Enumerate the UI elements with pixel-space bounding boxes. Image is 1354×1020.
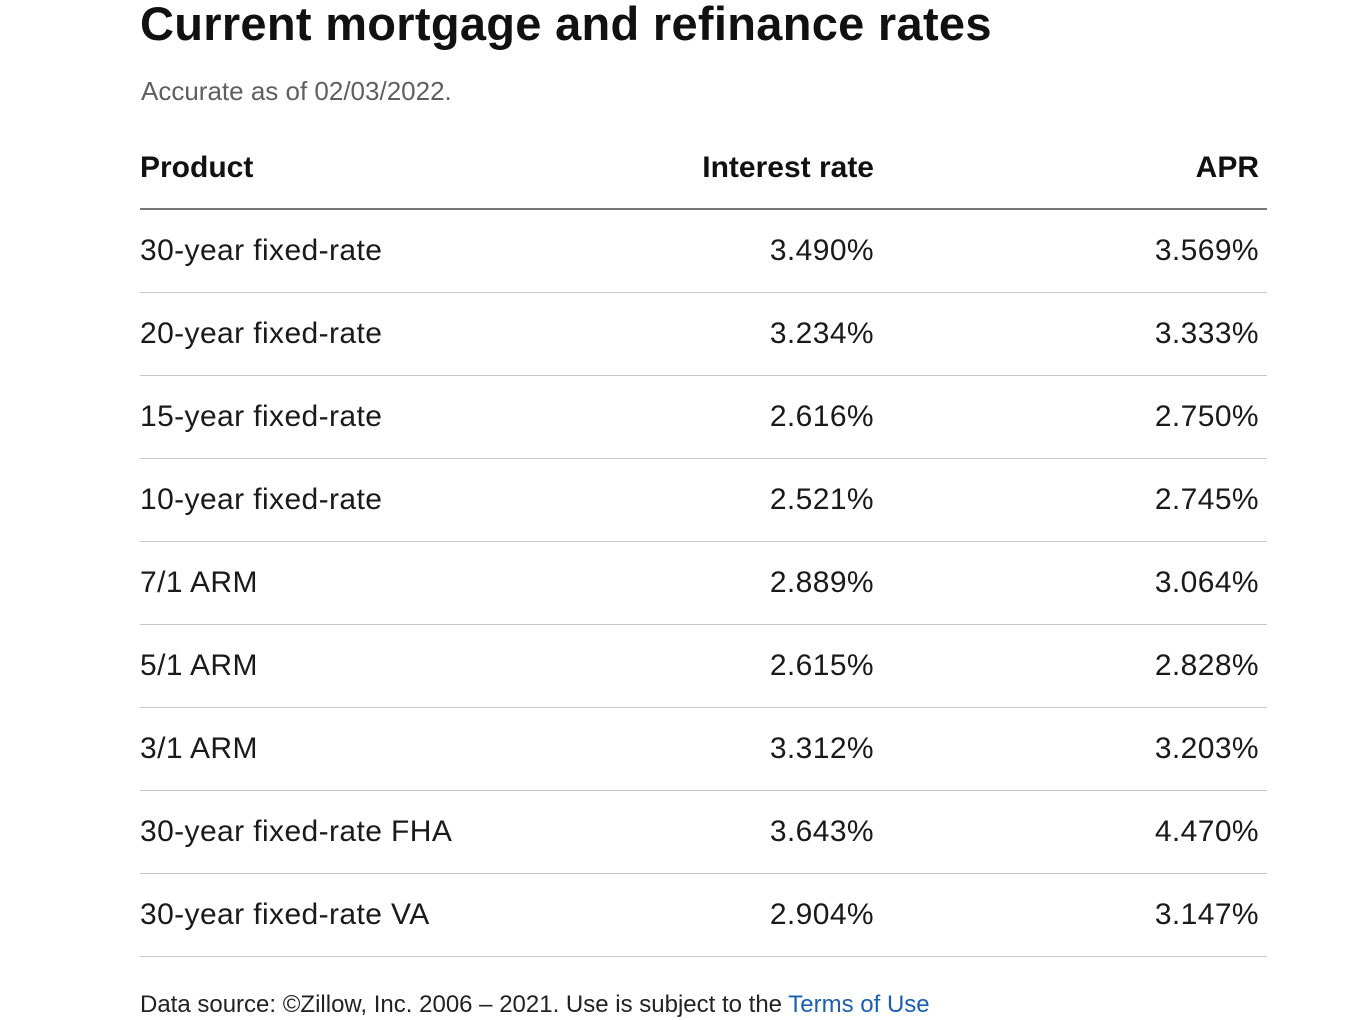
apr-cell: 3.569% bbox=[874, 209, 1267, 293]
table-row: 5/1 ARM 2.615% 2.828% bbox=[140, 624, 1267, 708]
interest-rate-cell: 3.490% bbox=[570, 209, 874, 293]
apr-cell: 2.828% bbox=[874, 624, 1267, 708]
product-cell: 3/1 ARM bbox=[140, 707, 570, 791]
column-header-product: Product bbox=[140, 127, 570, 210]
interest-rate-cell: 2.889% bbox=[570, 541, 874, 625]
table-row: 30-year fixed-rate FHA 3.643% 4.470% bbox=[140, 790, 1267, 874]
apr-cell: 2.745% bbox=[874, 458, 1267, 542]
product-cell: 15-year fixed-rate bbox=[140, 375, 570, 459]
apr-cell: 2.750% bbox=[874, 375, 1267, 459]
table-row: 30-year fixed-rate 3.490% 3.569% bbox=[140, 209, 1267, 293]
product-cell: 5/1 ARM bbox=[140, 624, 570, 708]
product-cell: 20-year fixed-rate bbox=[140, 292, 570, 376]
data-source-text: Data source: ©Zillow, Inc. 2006 – 2021. … bbox=[140, 991, 789, 1018]
product-cell: 7/1 ARM bbox=[140, 541, 570, 625]
table-row: 7/1 ARM 2.889% 3.064% bbox=[140, 541, 1267, 625]
interest-rate-cell: 2.615% bbox=[570, 624, 874, 708]
header-row: Product Interest rate APR bbox=[140, 127, 1267, 210]
page-title: Current mortgage and refinance rates bbox=[140, 0, 992, 50]
product-cell: 30-year fixed-rate bbox=[140, 209, 570, 293]
apr-cell: 3.333% bbox=[874, 292, 1267, 376]
table-row: 15-year fixed-rate 2.616% 2.750% bbox=[140, 375, 1267, 459]
product-cell: 30-year fixed-rate VA bbox=[140, 873, 570, 957]
interest-rate-cell: 3.643% bbox=[570, 790, 874, 874]
apr-cell: 3.147% bbox=[874, 873, 1267, 957]
product-cell: 30-year fixed-rate FHA bbox=[140, 790, 570, 874]
interest-rate-cell: 3.312% bbox=[570, 707, 874, 791]
apr-cell: 3.203% bbox=[874, 707, 1267, 791]
apr-cell: 4.470% bbox=[874, 790, 1267, 874]
table-row: 10-year fixed-rate 2.521% 2.745% bbox=[140, 458, 1267, 542]
column-header-apr: APR bbox=[874, 127, 1267, 210]
interest-rate-cell: 2.616% bbox=[570, 375, 874, 459]
interest-rate-cell: 2.521% bbox=[570, 458, 874, 542]
table-row: 3/1 ARM 3.312% 3.203% bbox=[140, 707, 1267, 791]
terms-of-use-link[interactable]: Terms of Use bbox=[788, 991, 930, 1018]
product-cell: 10-year fixed-rate bbox=[140, 458, 570, 542]
table-row: 20-year fixed-rate 3.234% 3.333% bbox=[140, 292, 1267, 376]
column-header-interest-rate: Interest rate bbox=[570, 127, 874, 210]
table-row: 30-year fixed-rate VA 2.904% 3.147% bbox=[140, 873, 1267, 957]
rates-table: Product Interest rate APR 30-year fixed-… bbox=[140, 127, 1267, 957]
interest-rate-cell: 3.234% bbox=[570, 292, 874, 376]
apr-cell: 3.064% bbox=[874, 541, 1267, 625]
rates-table-header: Product Interest rate APR bbox=[140, 127, 1267, 210]
interest-rate-cell: 2.904% bbox=[570, 873, 874, 957]
data-source-note: Data source: ©Zillow, Inc. 2006 – 2021. … bbox=[140, 990, 930, 1020]
accuracy-date: Accurate as of 02/03/2022. bbox=[141, 76, 452, 106]
rates-table-body: 30-year fixed-rate 3.490% 3.569% 20-year… bbox=[140, 209, 1267, 957]
